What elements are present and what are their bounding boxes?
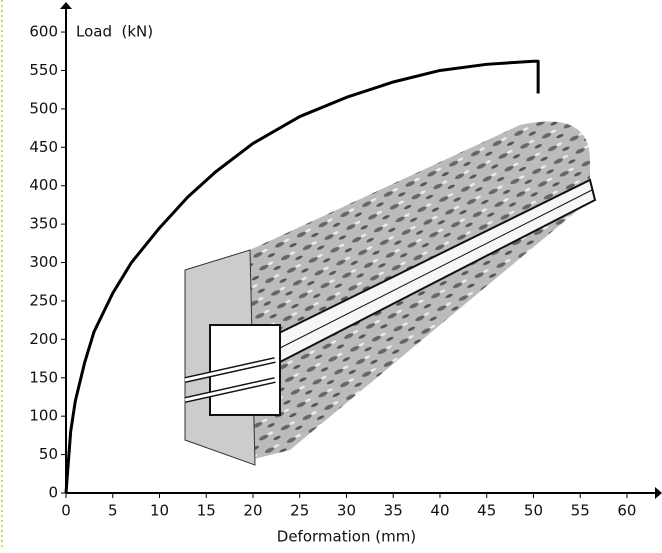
- y-tick-label: 600: [29, 23, 58, 41]
- x-tick-label: 20: [243, 502, 262, 520]
- x-tick-label: 60: [617, 502, 636, 520]
- y-axis-arrow: [60, 2, 72, 9]
- y-tick-label: 100: [29, 407, 58, 425]
- y-tick-label: 0: [48, 484, 58, 502]
- y-tick-label: 450: [29, 138, 58, 156]
- x-tick-label: 10: [150, 502, 169, 520]
- illustration: [184, 121, 597, 466]
- x-tick-label: 40: [430, 502, 449, 520]
- y-axis-title: Load (kN): [76, 23, 153, 41]
- load-curve: [64, 59, 540, 494]
- x-axis-arrow: [655, 487, 662, 499]
- x-axis-title: Deformation (mm): [277, 528, 416, 546]
- x-tick-label: 15: [197, 502, 216, 520]
- y-tick-label: 400: [29, 176, 58, 194]
- y-tick-label: 350: [29, 215, 58, 233]
- y-tick-label: 200: [29, 330, 58, 348]
- x-tick-label: 5: [108, 502, 118, 520]
- y-tick-label: 550: [29, 61, 58, 79]
- x-tick-label: 25: [290, 502, 309, 520]
- y-tick-label: 500: [29, 99, 58, 117]
- x-tick-label: 0: [61, 502, 71, 520]
- x-tick-label: 55: [571, 502, 590, 520]
- y-tick-label: 250: [29, 291, 58, 309]
- x-tick-label: 50: [524, 502, 543, 520]
- x-tick-label: 35: [384, 502, 403, 520]
- y-tick-label: 300: [29, 253, 58, 271]
- y-tick-label: 150: [29, 368, 58, 386]
- x-tick-label: 45: [477, 502, 496, 520]
- x-tick-label: 30: [337, 502, 356, 520]
- y-tick-label: 50: [39, 445, 58, 463]
